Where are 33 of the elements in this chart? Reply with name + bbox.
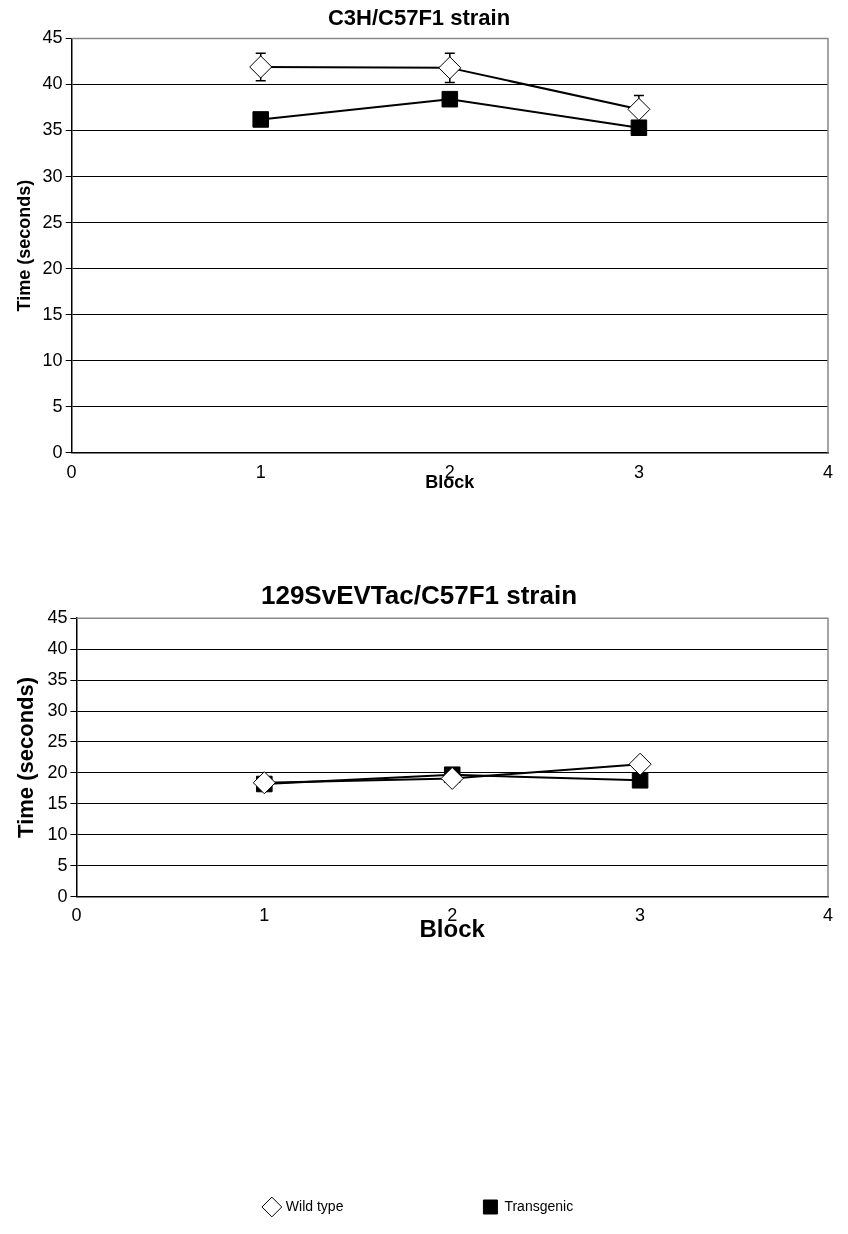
y-tick-label: 40 xyxy=(47,638,68,659)
y-tick-label: 35 xyxy=(42,119,63,140)
legend-label: Transgenic xyxy=(504,1197,574,1214)
y-tick-label: 10 xyxy=(47,823,68,844)
y-axis-title: Time (seconds) xyxy=(13,676,39,838)
x-tick-label: 1 xyxy=(259,905,270,926)
y-tick-label: 35 xyxy=(47,669,68,690)
y-tick-label: 40 xyxy=(42,73,63,94)
x-tick-label: 0 xyxy=(71,905,82,926)
y-tick-label: 5 xyxy=(57,854,68,875)
x-tick-label: 3 xyxy=(633,461,644,482)
y-tick-label: 25 xyxy=(47,730,68,751)
y-tick-label: 25 xyxy=(42,211,63,232)
y-axis-title: Time (seconds) xyxy=(13,179,34,312)
y-tick-label: 20 xyxy=(42,257,63,278)
y-tick-label: 15 xyxy=(47,792,68,813)
y-tick-label: 15 xyxy=(42,303,63,324)
y-tick-label: 0 xyxy=(52,441,63,462)
y-tick-label: 0 xyxy=(57,885,68,906)
y-tick-label: 20 xyxy=(47,761,68,782)
chart-title: 129SvEVTac/C57F1 strain xyxy=(260,579,578,610)
x-tick-label: 4 xyxy=(822,461,834,482)
x-tick-label: 3 xyxy=(635,905,646,926)
legend-label: Wild type xyxy=(285,1197,344,1214)
y-tick-label: 45 xyxy=(42,27,63,48)
y-tick-label: 5 xyxy=(52,395,63,416)
y-tick-label: 30 xyxy=(42,165,63,186)
chart-title: C3H/C57F1 strain xyxy=(327,5,511,31)
y-tick-label: 10 xyxy=(42,349,63,370)
x-tick-label: 4 xyxy=(822,905,834,926)
y-tick-label: 45 xyxy=(47,607,68,628)
y-tick-label: 30 xyxy=(47,699,68,720)
x-tick-label: 1 xyxy=(255,461,266,482)
